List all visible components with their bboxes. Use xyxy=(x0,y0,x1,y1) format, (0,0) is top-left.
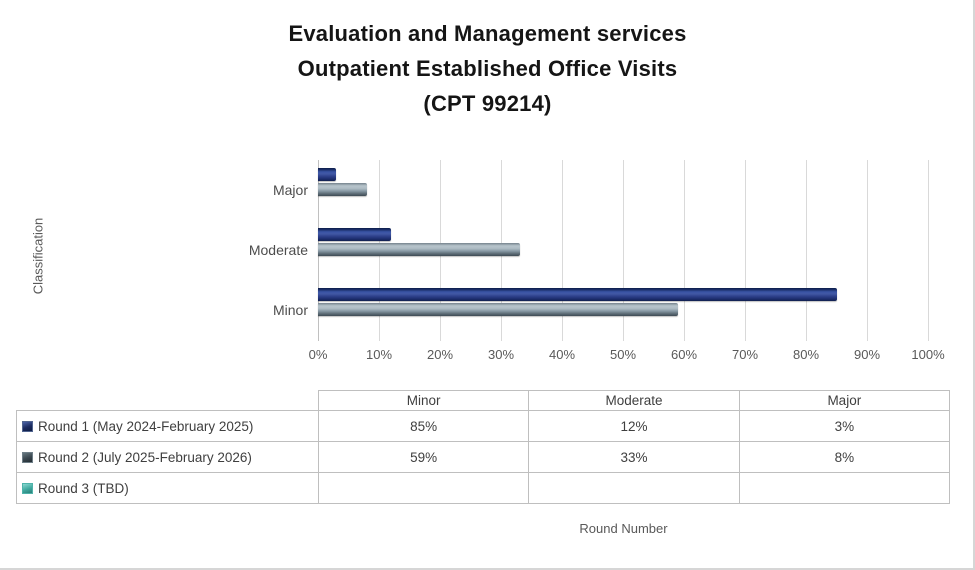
y-axis-title: Classification xyxy=(30,217,46,295)
value-cell-round-3-minor xyxy=(317,472,530,504)
table-row-round-2: Round 2 (July 2025-February 2026) 59% 33% 8… xyxy=(16,441,951,473)
x-tick-label-80%: 80% xyxy=(792,347,820,362)
value-cell-round-3-moderate xyxy=(528,472,740,504)
table-corner-cell xyxy=(16,390,319,411)
bar-round2-moderate xyxy=(318,243,520,256)
table-header-row: Minor Moderate Major xyxy=(16,390,951,411)
legend-label-round-3: Round 3 (TBD) xyxy=(38,480,129,496)
x-tick-label-50%: 50% xyxy=(609,347,637,362)
bar-round1-major xyxy=(318,168,337,181)
gridline-80% xyxy=(806,160,807,341)
chart-title-line-1: Evaluation and Management services xyxy=(288,21,687,46)
page-border-bottom xyxy=(0,568,975,570)
x-axis-title: Round Number xyxy=(579,521,668,536)
table-header-minor: Minor xyxy=(317,390,530,411)
chart-title: Evaluation and Management services Outpa… xyxy=(0,16,975,121)
x-tick-label-10%: 10% xyxy=(365,347,393,362)
value-cell-round-1-moderate: 12% xyxy=(528,410,740,442)
page-border-right xyxy=(973,0,975,570)
table-header-moderate: Moderate xyxy=(528,390,740,411)
bar-round2-major xyxy=(318,183,367,196)
category-label-moderate: Moderate xyxy=(248,242,308,258)
bar-round2-minor xyxy=(318,303,679,316)
gridline-60% xyxy=(684,160,685,341)
value-cell-round-2-major: 8% xyxy=(738,441,951,473)
x-tick-label-60%: 60% xyxy=(670,347,698,362)
category-label-major: Major xyxy=(272,182,308,198)
value-cell-round-3-major xyxy=(738,472,951,504)
table-row-round-3: Round 3 (TBD) xyxy=(16,472,951,504)
legend-marker-icon-round-3 xyxy=(22,482,33,494)
bar-round1-minor xyxy=(318,288,838,301)
value-cell-round-2-minor: 59% xyxy=(317,441,530,473)
category-label-minor: Minor xyxy=(272,302,308,318)
value-cell-round-2-moderate: 33% xyxy=(528,441,740,473)
x-tick-label-0%: 0% xyxy=(308,347,328,362)
gridline-40% xyxy=(562,160,563,341)
gridline-90% xyxy=(867,160,868,341)
x-tick-label-100%: 100% xyxy=(911,347,945,362)
gridline-50% xyxy=(623,160,624,341)
value-cell-round-1-major: 3% xyxy=(738,410,951,442)
x-axis-ticks: 0% 10% 20% 30% 40% 50% 60% 70% 80% 90% 100% xyxy=(309,347,945,363)
gridline-70% xyxy=(745,160,746,341)
legend-label-round-2: Round 2 (July 2025-February 2026) xyxy=(38,449,252,465)
legend-cell-round-3: Round 3 (TBD) xyxy=(16,472,319,504)
legend-label-round-1: Round 1 (May 2024-February 2025) xyxy=(38,418,254,434)
x-tick-label-20%: 20% xyxy=(426,347,454,362)
legend-cell-round-2: Round 2 (July 2025-February 2026) xyxy=(16,441,319,473)
legend-cell-round-1: Round 1 (May 2024-February 2025) xyxy=(16,410,319,442)
x-tick-label-40%: 40% xyxy=(548,347,576,362)
legend-marker-icon-round-2 xyxy=(22,451,33,463)
x-tick-label-70%: 70% xyxy=(731,347,759,362)
table-header-major: Major xyxy=(738,390,951,411)
chart-title-line-2: Outpatient Established Office Visits xyxy=(297,56,678,81)
bar-round1-moderate xyxy=(318,228,392,241)
x-tick-label-30%: 30% xyxy=(487,347,515,362)
gridline-100% xyxy=(928,160,929,341)
x-tick-label-90%: 90% xyxy=(853,347,881,362)
chart-title-line-3: (CPT 99214) xyxy=(423,91,552,116)
value-cell-round-1-minor: 85% xyxy=(317,410,530,442)
table-row-round-1: Round 1 (May 2024-February 2025) 85% 12% 3% xyxy=(16,410,951,442)
data-table: Minor Moderate Major Round 1 (May 2024-F… xyxy=(16,390,951,504)
plot-area: Major Moderate Minor xyxy=(249,160,929,341)
legend-marker-icon-round-1 xyxy=(22,420,33,432)
